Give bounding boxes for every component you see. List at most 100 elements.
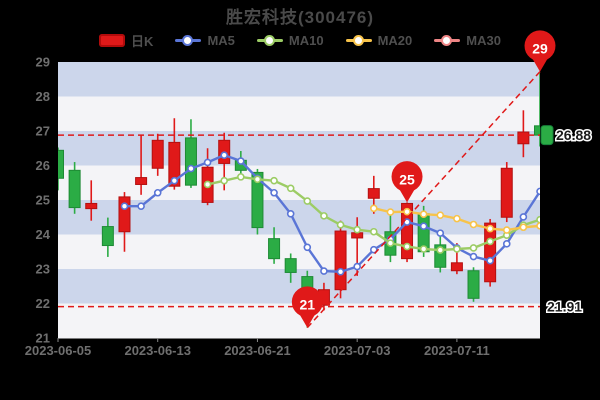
marker-balloon-label: 29 — [532, 41, 548, 57]
candle-body[interactable] — [434, 244, 447, 268]
min-price-label: 21.91 — [547, 299, 582, 315]
candle-body[interactable] — [168, 141, 181, 187]
candle-body[interactable] — [251, 171, 264, 229]
legend-item-label: 日K — [131, 34, 154, 49]
ma10-point — [270, 176, 278, 185]
ma10-point — [303, 197, 312, 205]
ma10-point — [353, 225, 361, 234]
chart-legend: 日K MA5 MA10 MA20 MA30 — [0, 31, 600, 50]
ma5-point — [203, 158, 212, 167]
ma5-point — [137, 202, 145, 211]
y-axis-label: 26 — [36, 158, 50, 173]
ma10-point — [436, 246, 445, 254]
x-axis-label: 2023-06-21 — [224, 343, 291, 358]
legend-item-label: MA30 — [466, 33, 501, 48]
y-axis-label: 27 — [36, 124, 50, 139]
candle-body[interactable] — [467, 270, 480, 299]
candle-body[interactable] — [135, 177, 148, 185]
line-legend-icon — [175, 34, 202, 47]
ma20-point — [536, 222, 540, 230]
trend-line — [306, 71, 541, 329]
last-price-label: 26.88 — [556, 127, 591, 143]
ma10-point — [369, 227, 378, 236]
ma5-point — [320, 267, 328, 275]
ma10-point — [336, 221, 345, 229]
ma5-point — [486, 256, 494, 265]
chart-title: 胜宏科技(300476) — [225, 8, 375, 27]
candle-body[interactable] — [101, 226, 114, 247]
candle-body[interactable] — [268, 238, 281, 260]
ma5-point — [153, 188, 162, 197]
candle-body[interactable] — [351, 232, 364, 239]
y-axis-label: 23 — [36, 262, 50, 277]
marker-balloon-label: 21 — [300, 297, 316, 313]
plot-background-band — [58, 131, 540, 166]
y-axis-label: 25 — [36, 193, 50, 208]
candle-body[interactable] — [534, 125, 546, 136]
candle-body[interactable] — [334, 230, 347, 291]
candle-body[interactable] — [68, 169, 81, 209]
candle-body[interactable] — [500, 167, 513, 218]
ma5-point — [353, 262, 361, 271]
ma20-point — [519, 223, 528, 232]
line-legend-icon — [345, 34, 372, 47]
ma5-point — [519, 213, 528, 221]
ma5-point — [220, 151, 229, 159]
ma20-point — [386, 208, 395, 216]
ma5-point — [536, 187, 540, 196]
legend-item-ma10[interactable]: MA10 — [256, 33, 324, 48]
x-axis-label: 2023-07-11 — [424, 343, 490, 358]
candle-body[interactable] — [367, 188, 380, 199]
candle-body[interactable] — [53, 149, 64, 179]
x-axis-label: 2023-07-03 — [324, 343, 391, 358]
candle-body[interactable] — [401, 202, 414, 260]
y-axis-label: 24 — [36, 227, 51, 242]
ma10-point — [469, 244, 478, 252]
candle-body[interactable] — [118, 196, 131, 233]
ma5-point — [270, 188, 278, 197]
candle-body[interactable] — [151, 139, 164, 169]
legend-item-ma30[interactable]: MA30 — [434, 33, 501, 48]
last-price-tag — [540, 125, 554, 146]
legend-item-日k[interactable]: 日K — [99, 31, 153, 50]
y-axis-label: 22 — [36, 296, 50, 311]
ma5-point — [237, 157, 245, 165]
ma10-point — [286, 184, 295, 193]
marker-balloon-21 — [291, 286, 323, 328]
x-axis-label: 2023-06-13 — [124, 343, 191, 358]
line-legend-icon — [434, 34, 461, 47]
legend-item-ma20[interactable]: MA20 — [345, 33, 412, 48]
candle-body[interactable] — [484, 222, 497, 283]
y-axis-label: 28 — [36, 89, 50, 104]
plot-background-band — [58, 96, 540, 132]
ma20-point — [403, 207, 411, 216]
marker-balloon-label: 25 — [399, 171, 415, 187]
y-axis-label: 29 — [36, 55, 50, 70]
legend-item-label: MA10 — [288, 33, 324, 48]
ma5-point — [419, 222, 428, 231]
ma5-point — [286, 210, 295, 218]
candle-body[interactable] — [85, 202, 98, 210]
ma5-point — [303, 243, 312, 252]
x-axis-label: 2023-06-05 — [25, 343, 92, 358]
ma10-point — [453, 245, 461, 253]
ma20-point — [369, 204, 378, 213]
ma20-point — [486, 224, 494, 233]
candle-body[interactable] — [450, 262, 463, 272]
candle-body[interactable] — [184, 137, 197, 186]
candles-layer — [53, 71, 546, 328]
plot-background-band — [58, 62, 540, 97]
ma5-point — [502, 240, 511, 248]
candle-body[interactable] — [284, 258, 297, 273]
ma20-point — [453, 214, 461, 223]
ma10-point — [203, 180, 212, 189]
plot-background-band — [58, 234, 540, 270]
legend-item-ma5[interactable]: MA5 — [175, 33, 235, 48]
ma20-point — [436, 211, 445, 219]
candle-body[interactable] — [517, 131, 530, 145]
ma5-point — [336, 267, 345, 276]
marker-balloon-25 — [391, 161, 423, 203]
ma10-point — [486, 237, 494, 246]
